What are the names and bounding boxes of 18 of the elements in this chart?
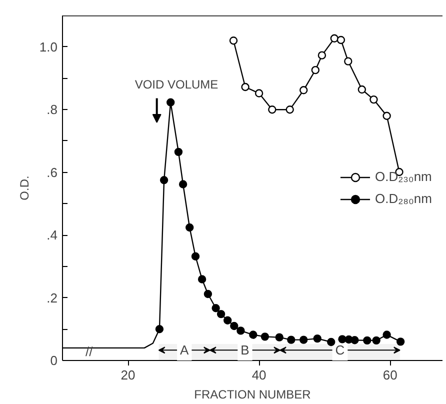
x-tick-label: 20 — [120, 368, 136, 382]
y-tick-label: 1.0 — [39, 39, 58, 54]
y-tick-label: 0 — [50, 353, 58, 368]
annotation: VOID VOLUME — [134, 77, 218, 92]
x-tick-label: 40 — [252, 368, 266, 382]
legend-label: O.D₂₃₀nm — [374, 169, 432, 184]
y-tick-label: .8 — [46, 102, 58, 118]
y-tick-label: .6 — [46, 164, 58, 180]
band-label: A — [180, 342, 190, 358]
band-label: C — [335, 342, 345, 358]
legend-label: O.D₂₈₀nm — [374, 191, 432, 206]
x-tick-label: 60 — [382, 368, 398, 382]
band-label: B — [240, 342, 250, 358]
y-tick-label: .2 — [46, 290, 58, 306]
x-axis-title: FRACTION NUMBER — [194, 388, 312, 402]
y-axis-title: O.D. — [17, 176, 32, 200]
annotation: // — [85, 344, 94, 359]
y-tick-label: .4 — [46, 228, 58, 243]
